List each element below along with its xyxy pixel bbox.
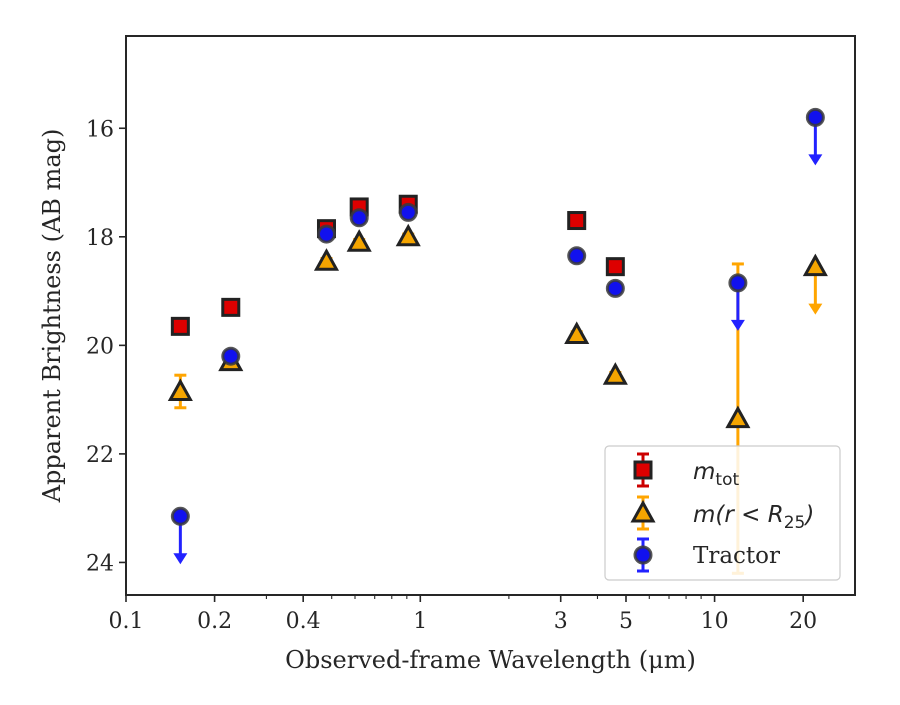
axes-frame — [125, 35, 856, 596]
data-point — [728, 273, 748, 293]
legend-box — [604, 445, 841, 581]
data-point — [221, 346, 241, 366]
x-tick-label: 10 — [701, 609, 729, 634]
limit-arrow-head — [730, 319, 745, 331]
data-point — [221, 297, 241, 317]
data-point — [605, 257, 625, 277]
y-tick-label: 24 — [86, 551, 114, 576]
y-tick-label: 16 — [86, 117, 114, 142]
data-point — [316, 224, 336, 244]
x-axis-label: Observed-frame Wavelength (μm) — [285, 646, 696, 674]
x-tick-label: 0.2 — [197, 609, 232, 634]
legend-label-m-r-r25: m(r < R25) — [693, 502, 814, 533]
data-point — [167, 378, 193, 401]
data-point — [725, 405, 751, 429]
legend-marker — [633, 460, 653, 480]
limit-arrow-head — [808, 154, 823, 166]
data-point — [605, 278, 625, 298]
data-point — [564, 321, 590, 344]
data-point — [313, 248, 340, 271]
x-tick-label: 3 — [554, 609, 568, 634]
legend-entry — [633, 452, 653, 488]
x-tick-label: 20 — [789, 609, 817, 634]
y-tick-label: 18 — [86, 226, 114, 251]
legend-entry — [633, 537, 653, 573]
legend: mtot m(r < R25) Tractor — [604, 445, 841, 581]
data-point — [349, 208, 369, 228]
y-tick-label: 22 — [86, 443, 114, 468]
data-point — [567, 211, 587, 231]
legend-marker — [630, 499, 656, 523]
axes: 0.1 0.2 0.4 1 3 5 10 20 16 18 20 22 24 Observed-frame… — [38, 35, 856, 674]
legend-marker — [633, 545, 653, 565]
legend-label-tractor: Tractor — [693, 543, 780, 569]
legend-label-m-tot: mtot — [693, 459, 739, 490]
limit-arrow-head — [808, 303, 823, 315]
data-point — [395, 223, 421, 247]
data-point — [802, 253, 828, 277]
x-tick-label: 0.1 — [109, 609, 144, 634]
data-point — [398, 202, 418, 222]
legend-entry — [630, 495, 656, 531]
y-axis-label: Apparent Brightness (AB mag) — [38, 129, 66, 504]
data-point — [602, 362, 628, 385]
series-tractor — [170, 107, 825, 565]
plot-area — [167, 107, 828, 575]
x-tick-label: 1 — [413, 609, 427, 634]
y-tick-label: 20 — [86, 334, 114, 359]
limit-arrow-head — [173, 553, 188, 565]
x-tick-label: 5 — [619, 609, 633, 634]
data-point — [170, 506, 190, 526]
data-point — [567, 246, 587, 266]
x-tick-label: 0.4 — [286, 609, 321, 634]
data-point — [805, 107, 825, 127]
data-point — [346, 229, 372, 252]
data-point — [170, 316, 190, 336]
